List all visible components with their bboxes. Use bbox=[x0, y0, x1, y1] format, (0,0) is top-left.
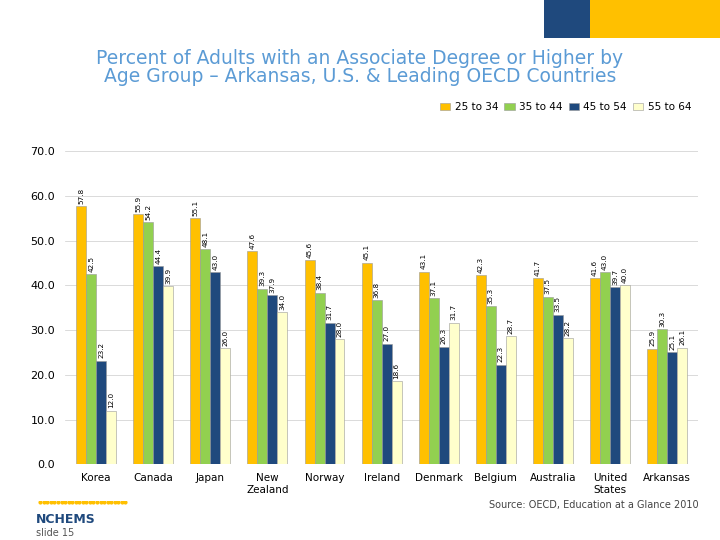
Bar bbox=[647, 348, 657, 464]
Text: 38.4: 38.4 bbox=[317, 274, 323, 291]
Text: 22.3: 22.3 bbox=[498, 346, 504, 362]
Bar bbox=[76, 206, 86, 464]
Bar bbox=[190, 218, 200, 464]
Text: 42.5: 42.5 bbox=[89, 256, 94, 272]
Text: 31.7: 31.7 bbox=[451, 304, 456, 320]
Bar bbox=[392, 381, 402, 464]
Text: Source: OECD, Education at a Glance 2010: Source: OECD, Education at a Glance 2010 bbox=[489, 500, 698, 510]
Text: 43.1: 43.1 bbox=[420, 253, 427, 269]
Text: 48.1: 48.1 bbox=[202, 231, 208, 247]
Bar bbox=[620, 286, 630, 464]
Bar bbox=[419, 272, 428, 464]
Text: 39.9: 39.9 bbox=[166, 267, 171, 284]
Text: 43.0: 43.0 bbox=[212, 254, 218, 270]
Text: 37.1: 37.1 bbox=[431, 280, 437, 296]
Bar bbox=[258, 288, 267, 464]
Bar bbox=[325, 322, 335, 464]
Bar bbox=[267, 295, 277, 464]
Text: 54.2: 54.2 bbox=[145, 204, 151, 220]
Text: Percent of Adults with an Associate Degree or Higher by: Percent of Adults with an Associate Degr… bbox=[96, 49, 624, 68]
Bar bbox=[438, 347, 449, 464]
Bar bbox=[563, 338, 573, 464]
Text: 44.4: 44.4 bbox=[156, 247, 161, 264]
Text: Age Group – Arkansas, U.S. & Leading OECD Countries: Age Group – Arkansas, U.S. & Leading OEC… bbox=[104, 68, 616, 86]
Bar bbox=[335, 339, 344, 464]
Text: 25.1: 25.1 bbox=[669, 334, 675, 350]
Text: 26.0: 26.0 bbox=[222, 330, 228, 346]
Bar bbox=[372, 300, 382, 464]
Bar bbox=[610, 287, 620, 464]
Bar bbox=[200, 249, 210, 464]
Bar bbox=[248, 252, 258, 464]
Bar bbox=[449, 322, 459, 464]
Text: 26.3: 26.3 bbox=[441, 328, 446, 345]
Text: 43.0: 43.0 bbox=[602, 254, 608, 270]
Bar bbox=[143, 222, 153, 464]
Bar bbox=[543, 296, 553, 464]
Bar bbox=[96, 361, 106, 464]
Text: 39.7: 39.7 bbox=[612, 268, 618, 285]
Text: 28.2: 28.2 bbox=[564, 320, 571, 336]
Bar bbox=[133, 214, 143, 464]
Text: 27.0: 27.0 bbox=[384, 325, 390, 341]
Text: 55.1: 55.1 bbox=[192, 199, 199, 215]
Text: 37.9: 37.9 bbox=[269, 276, 276, 293]
Text: 45.1: 45.1 bbox=[364, 244, 369, 260]
Bar bbox=[153, 266, 163, 464]
Bar bbox=[590, 278, 600, 464]
Bar bbox=[677, 348, 687, 464]
Bar bbox=[305, 260, 315, 464]
Bar bbox=[382, 343, 392, 464]
Text: 40.0: 40.0 bbox=[622, 267, 628, 283]
Bar bbox=[505, 336, 516, 464]
Text: 30.3: 30.3 bbox=[659, 310, 665, 327]
Text: slide 15: slide 15 bbox=[36, 528, 74, 538]
Bar bbox=[277, 312, 287, 464]
Bar bbox=[428, 299, 438, 464]
Text: 55.9: 55.9 bbox=[135, 196, 141, 212]
Bar bbox=[361, 262, 372, 464]
Text: NCHEMS: NCHEMS bbox=[36, 513, 96, 526]
Text: 18.6: 18.6 bbox=[394, 363, 400, 379]
Text: 25.9: 25.9 bbox=[649, 330, 655, 346]
Bar bbox=[600, 272, 610, 464]
Bar bbox=[667, 352, 677, 464]
Bar bbox=[315, 293, 325, 464]
Bar bbox=[553, 314, 563, 464]
Text: 12.0: 12.0 bbox=[108, 393, 114, 408]
Bar bbox=[86, 274, 96, 464]
Text: 31.7: 31.7 bbox=[326, 304, 333, 320]
Text: 26.1: 26.1 bbox=[679, 329, 685, 346]
Bar bbox=[476, 275, 486, 464]
Bar bbox=[163, 286, 174, 464]
Text: 39.3: 39.3 bbox=[259, 270, 266, 286]
Text: 36.8: 36.8 bbox=[374, 281, 379, 298]
Text: 57.8: 57.8 bbox=[78, 187, 84, 204]
Text: 34.0: 34.0 bbox=[279, 294, 285, 310]
Bar bbox=[496, 364, 505, 464]
Text: 28.0: 28.0 bbox=[336, 321, 343, 337]
Legend: 25 to 34, 35 to 44, 45 to 54, 55 to 64: 25 to 34, 35 to 44, 45 to 54, 55 to 64 bbox=[438, 100, 693, 114]
Text: 41.7: 41.7 bbox=[535, 259, 541, 275]
Text: 45.6: 45.6 bbox=[307, 242, 312, 258]
Bar bbox=[533, 278, 543, 464]
Text: 33.5: 33.5 bbox=[555, 296, 561, 312]
Bar bbox=[220, 348, 230, 464]
Text: 28.7: 28.7 bbox=[508, 318, 514, 334]
Text: 35.3: 35.3 bbox=[487, 288, 494, 304]
Text: 23.2: 23.2 bbox=[98, 342, 104, 359]
Bar bbox=[210, 272, 220, 464]
Bar bbox=[657, 329, 667, 464]
Bar bbox=[106, 411, 116, 464]
Text: 47.6: 47.6 bbox=[249, 233, 256, 249]
Text: 42.3: 42.3 bbox=[478, 257, 484, 273]
Text: 37.5: 37.5 bbox=[545, 278, 551, 294]
Text: 41.6: 41.6 bbox=[592, 260, 598, 276]
Bar bbox=[486, 307, 496, 464]
